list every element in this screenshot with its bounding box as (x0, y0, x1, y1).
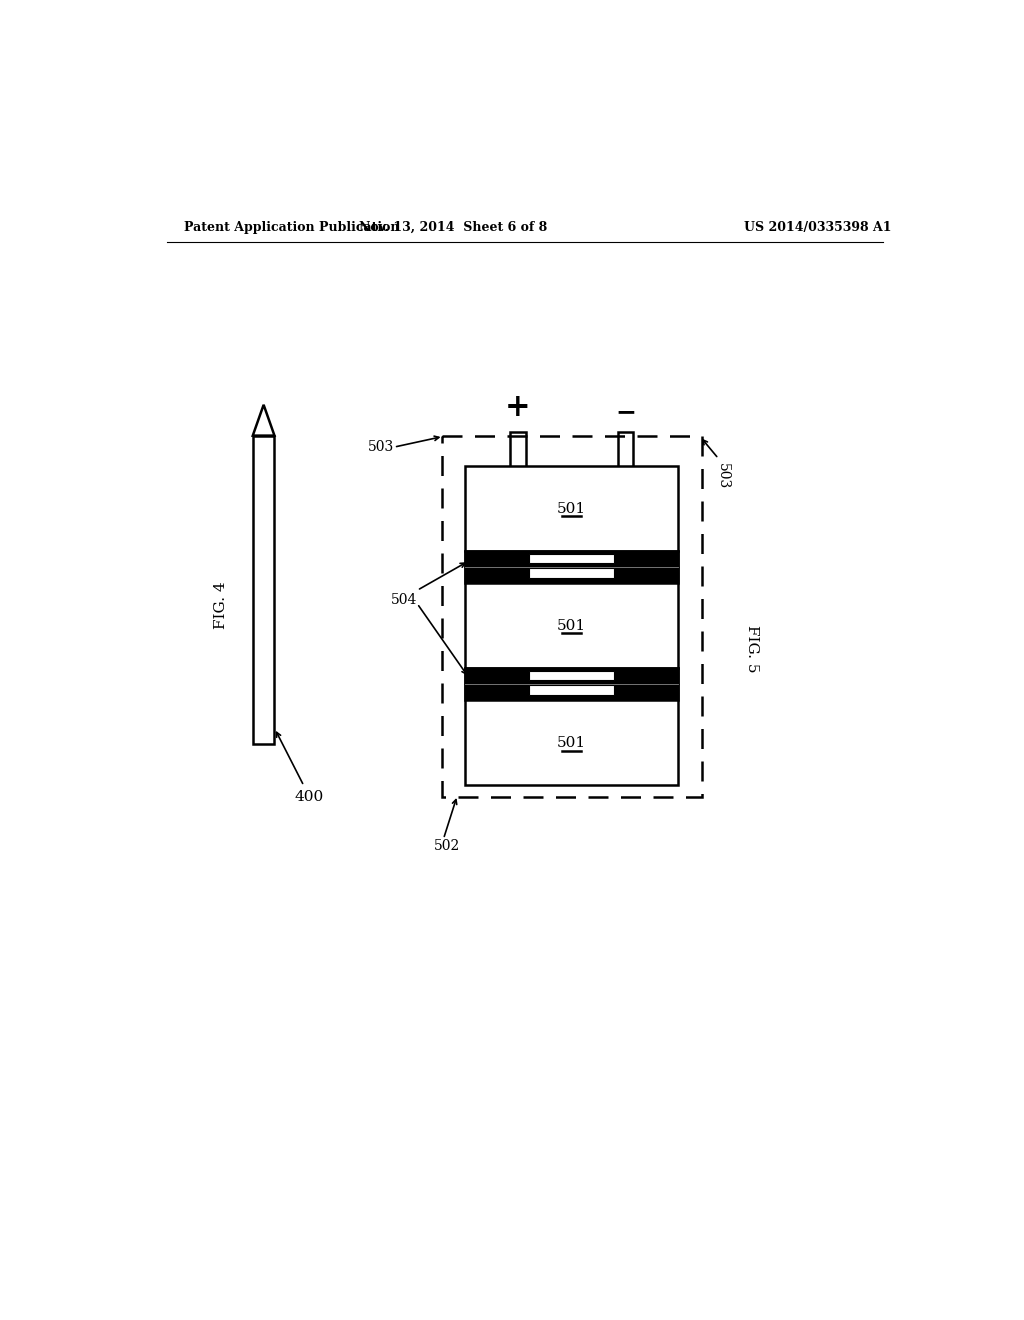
Text: US 2014/0335398 A1: US 2014/0335398 A1 (744, 222, 892, 234)
Text: FIG. 5: FIG. 5 (744, 626, 759, 673)
Polygon shape (253, 405, 274, 436)
Text: 504: 504 (391, 593, 417, 607)
Bar (529, 568, 614, 578)
Bar (465, 668, 678, 701)
Text: 503: 503 (368, 440, 394, 454)
Text: Nov. 13, 2014  Sheet 6 of 8: Nov. 13, 2014 Sheet 6 of 8 (359, 222, 548, 234)
Bar (253, 436, 274, 743)
Bar (465, 552, 678, 583)
Text: FIG. 4: FIG. 4 (214, 581, 228, 628)
Text: 501: 501 (557, 619, 587, 632)
Bar (617, 432, 633, 470)
Text: 502: 502 (434, 840, 461, 853)
Bar (465, 466, 678, 785)
Text: −: − (615, 400, 636, 424)
Text: +: + (505, 392, 530, 422)
Bar (529, 685, 614, 694)
Bar (510, 432, 525, 470)
Bar (529, 553, 614, 564)
Text: 501: 501 (557, 735, 587, 750)
Text: Patent Application Publication: Patent Application Publication (183, 222, 399, 234)
Bar (529, 671, 614, 680)
Text: 400: 400 (295, 789, 324, 804)
Text: 501: 501 (557, 502, 587, 516)
Text: 503: 503 (716, 462, 729, 488)
Bar (442, 436, 701, 797)
